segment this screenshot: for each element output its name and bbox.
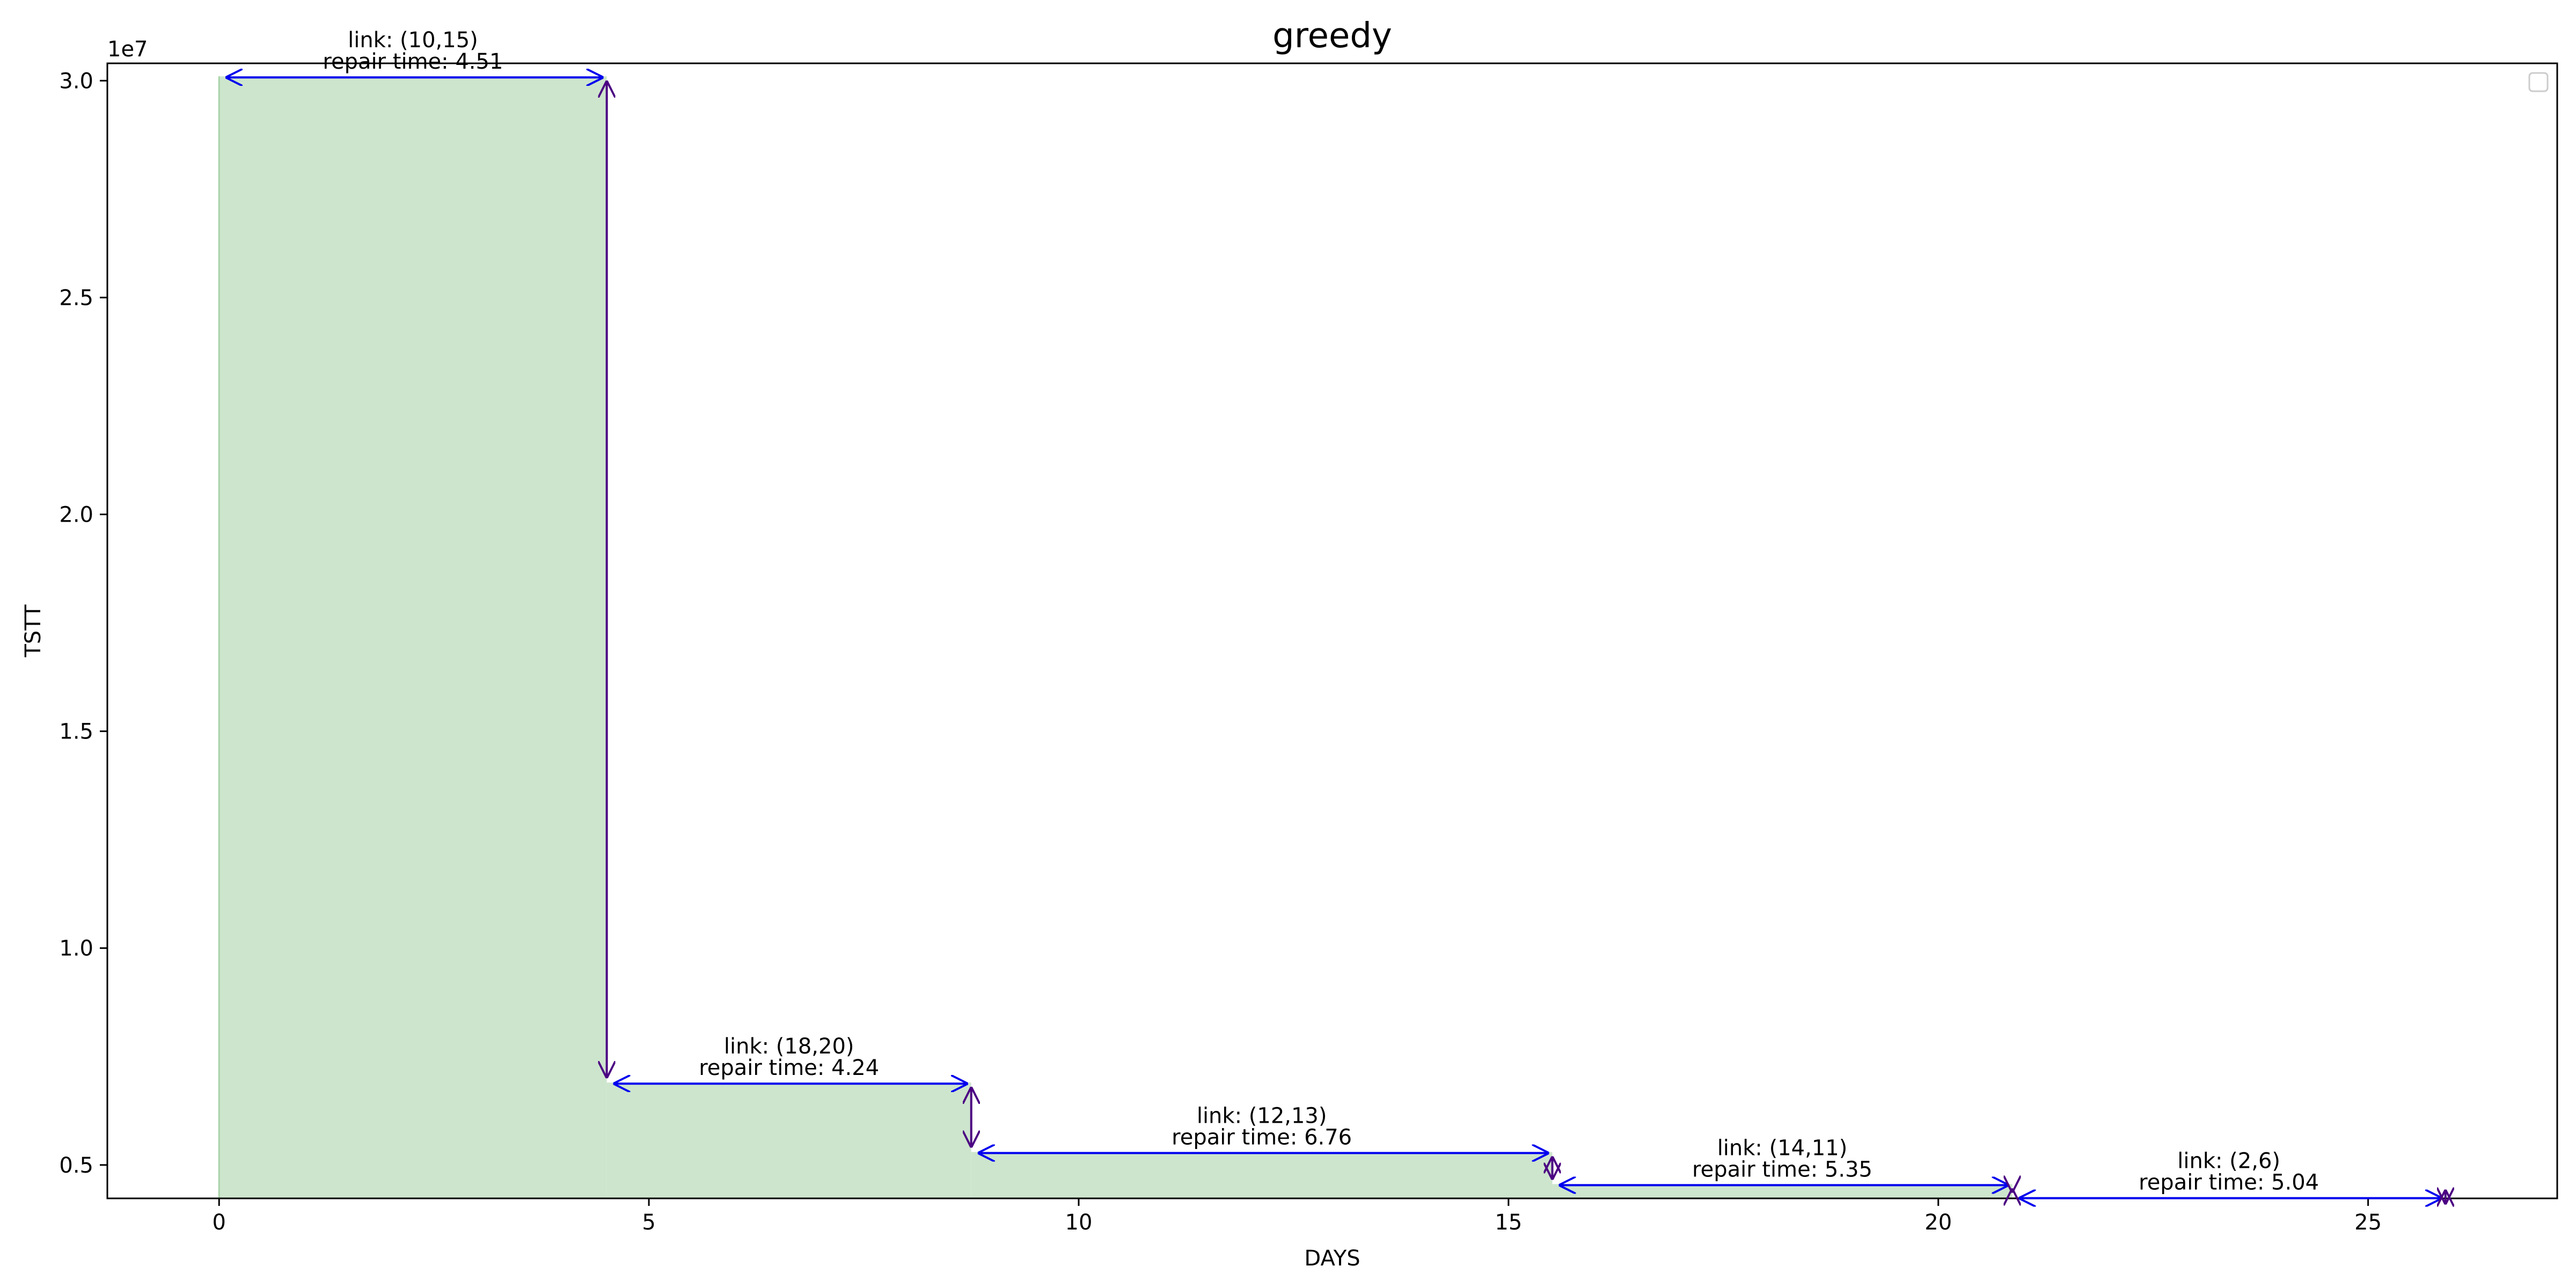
- annotations: link: (10,15)repair time: 4.51 link: (18,…: [225, 28, 2446, 1204]
- repair-time-label: repair time: 4.24: [699, 1056, 879, 1080]
- x-axis-label: DAYS: [1304, 1246, 1360, 1271]
- x-tick-label: 15: [1495, 1210, 1522, 1235]
- x-tick-label: 0: [213, 1210, 226, 1235]
- area-step-2: [606, 1082, 971, 1198]
- repair-time-label: repair time: 5.04: [2139, 1170, 2319, 1195]
- ticks: 0 5 10 15 20 25 0.5 1.0 1.5 2.0 2.5 3.0: [59, 69, 2382, 1235]
- x-tick-label: 10: [1065, 1210, 1093, 1235]
- repair-time-label: repair time: 6.76: [1172, 1125, 1352, 1150]
- y-offset-label: 1e7: [107, 37, 148, 62]
- y-tick-label: 1.0: [59, 936, 93, 961]
- y-tick-label: 1.5: [59, 720, 93, 744]
- legend-box: [2528, 72, 2549, 92]
- y-tick-label: 2.5: [59, 286, 93, 310]
- y-tick-label: 2.0: [59, 503, 93, 528]
- x-tick-label: 5: [642, 1210, 655, 1235]
- link-label: link: (18,20): [724, 1034, 854, 1059]
- area-step-1: [219, 76, 607, 1198]
- link-label: link: (10,15): [348, 28, 478, 53]
- y-tick-label: 3.0: [59, 69, 93, 93]
- x-tick-label: 20: [1924, 1210, 1952, 1235]
- repair-time-label: repair time: 5.35: [1692, 1157, 1872, 1182]
- link-label: link: (14,11): [1717, 1136, 1848, 1160]
- chart-title: greedy: [1272, 16, 1392, 56]
- x-tick-label: 25: [2354, 1210, 2382, 1235]
- link-label: link: (12,13): [1197, 1104, 1327, 1129]
- link-label: link: (2,6): [2177, 1149, 2280, 1174]
- y-axis-label: TSTT: [21, 604, 46, 658]
- repair-time-label: repair time: 4.51: [323, 49, 503, 74]
- y-tick-label: 0.5: [59, 1153, 93, 1178]
- area-step-3: [971, 1152, 1553, 1198]
- axes-frame: [106, 62, 2558, 1199]
- area-step-4: [1552, 1184, 2012, 1198]
